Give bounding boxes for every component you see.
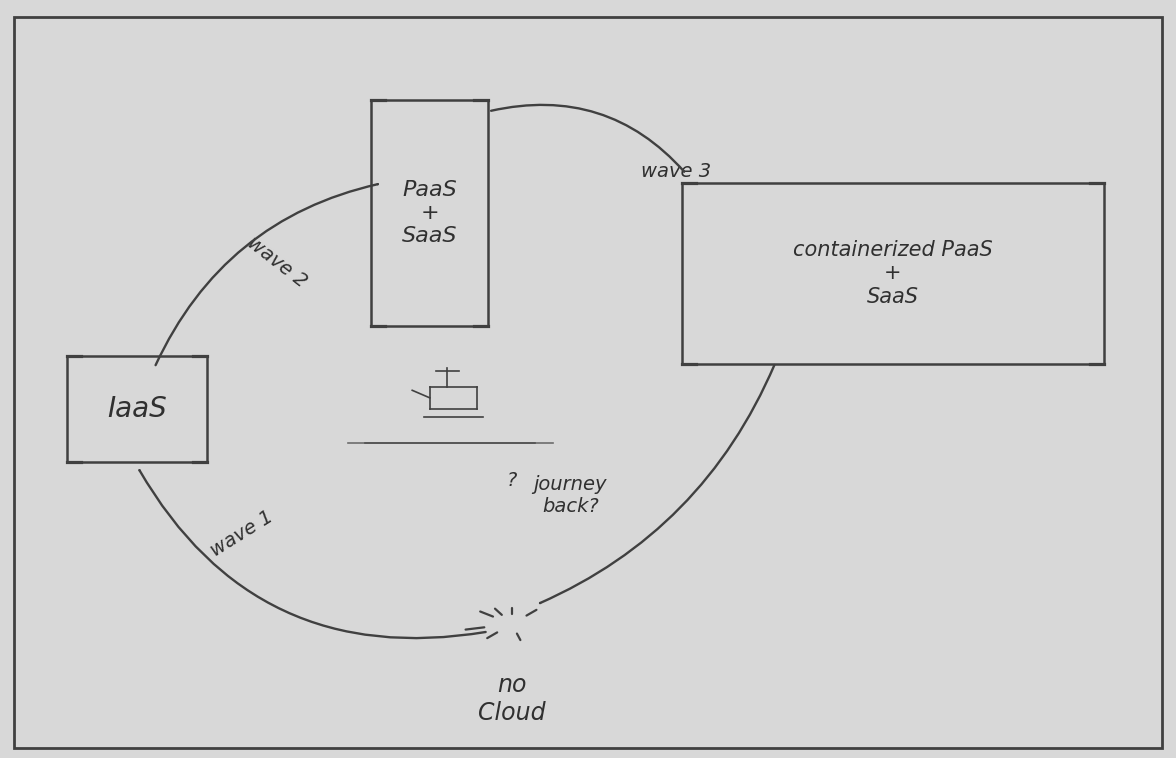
Text: no
Cloud: no Cloud — [477, 673, 546, 725]
Text: wave 2: wave 2 — [243, 233, 310, 291]
Text: PaaS
+
SaaS: PaaS + SaaS — [402, 180, 457, 246]
Text: wave 3: wave 3 — [641, 162, 711, 181]
Text: containerized PaaS
+
SaaS: containerized PaaS + SaaS — [793, 240, 993, 307]
FancyArrowPatch shape — [540, 365, 775, 603]
FancyArrowPatch shape — [140, 470, 486, 638]
FancyArrowPatch shape — [492, 105, 684, 171]
Text: ?: ? — [507, 471, 517, 490]
Text: IaaS: IaaS — [107, 395, 167, 423]
Text: journey
back?: journey back? — [534, 475, 607, 516]
FancyArrowPatch shape — [155, 184, 377, 365]
Text: wave 1: wave 1 — [207, 507, 278, 560]
